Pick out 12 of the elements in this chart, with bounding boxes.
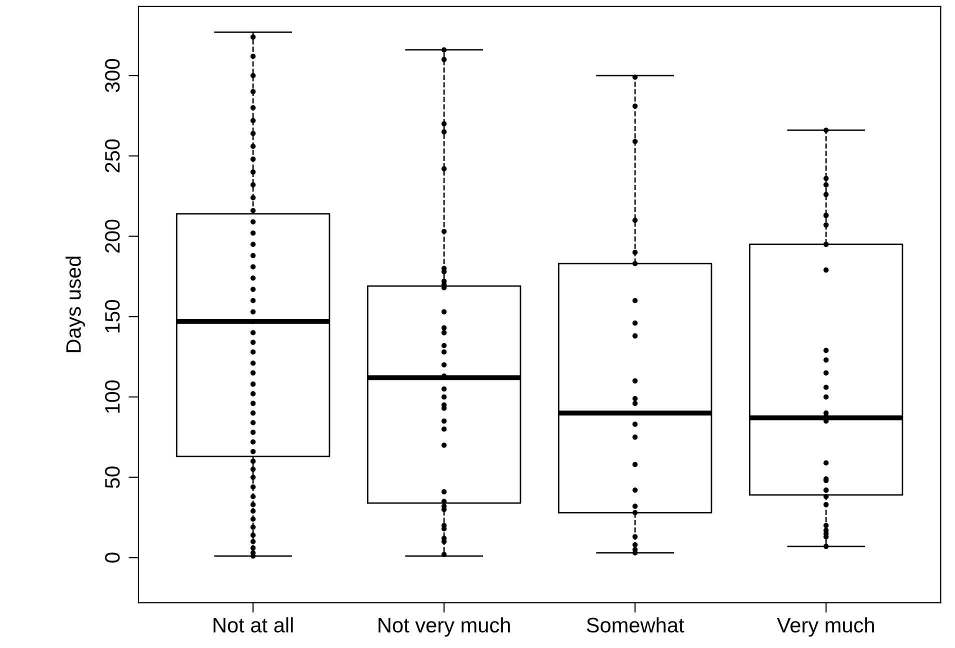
x-tick-label: Not very much [378,617,510,637]
y-tick-label: 150 [105,300,120,332]
y-tick-label: 250 [105,139,120,172]
x-tick-label: Not at all [214,617,293,633]
x-tick-label: Somewhat [586,617,684,633]
x-tick-label: Very much [776,617,874,637]
y-tick-label: 0 [105,552,120,563]
y-tick-label: 50 [105,466,120,488]
y-tick-label: 100 [105,380,120,413]
y-axis-title: Days used [66,256,86,352]
y-tick-label: 300 [105,59,120,92]
y-tick-label: 200 [105,220,120,253]
